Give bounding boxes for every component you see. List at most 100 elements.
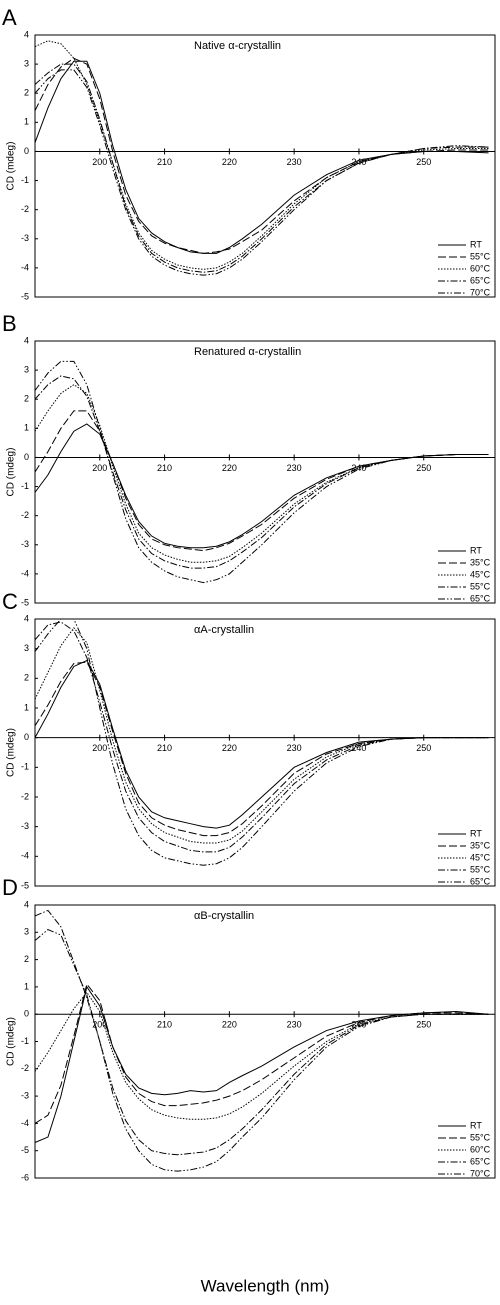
panel-title: αB-crystallin bbox=[194, 910, 254, 922]
panel-label: B bbox=[2, 311, 17, 336]
legend-label: 45°C bbox=[470, 569, 491, 579]
panel-label: C bbox=[2, 589, 18, 614]
legend-label: 70°C bbox=[470, 1168, 491, 1178]
y-tick-label: 0 bbox=[24, 146, 29, 156]
y-tick-label: -1 bbox=[21, 175, 29, 185]
cd-curve bbox=[34, 909, 489, 1156]
y-tick-label: 2 bbox=[24, 394, 29, 404]
x-tick-label: 220 bbox=[222, 157, 237, 167]
x-tick-label: 230 bbox=[287, 157, 302, 167]
panel-label: A bbox=[2, 5, 17, 30]
y-tick-label: 4 bbox=[24, 899, 29, 909]
legend-label: 55°C bbox=[470, 251, 491, 261]
y-tick-label: -3 bbox=[21, 1090, 29, 1100]
y-tick-label: 3 bbox=[24, 927, 29, 937]
y-axis-label: CD (mdeg) bbox=[6, 448, 17, 497]
legend-label: 35°C bbox=[470, 557, 491, 567]
y-tick-label: 3 bbox=[24, 643, 29, 653]
x-tick-label: 230 bbox=[287, 743, 302, 753]
x-tick-label: 220 bbox=[222, 1020, 237, 1030]
y-tick-label: -4 bbox=[21, 568, 29, 578]
legend-label: 55°C bbox=[470, 864, 491, 874]
y-tick-label: 1 bbox=[24, 702, 29, 712]
y-tick-label: -5 bbox=[21, 597, 29, 607]
y-tick-label: -6 bbox=[21, 1172, 29, 1182]
y-tick-label: -2 bbox=[21, 791, 29, 801]
x-tick-label: 240 bbox=[351, 463, 366, 473]
y-tick-label: 3 bbox=[24, 364, 29, 374]
legend-label: 55°C bbox=[470, 581, 491, 591]
cd-curve bbox=[34, 618, 489, 866]
legend-label: 70°C bbox=[470, 287, 491, 297]
y-tick-label: 4 bbox=[24, 29, 29, 39]
panel-label: D bbox=[2, 875, 18, 900]
x-tick-label: 240 bbox=[351, 1020, 366, 1030]
y-tick-label: -5 bbox=[21, 1145, 29, 1155]
cd-curve bbox=[34, 375, 489, 569]
y-tick-label: 0 bbox=[24, 732, 29, 742]
x-tick-label: 210 bbox=[157, 743, 172, 753]
y-tick-label: -2 bbox=[21, 510, 29, 520]
y-tick-label: 1 bbox=[24, 423, 29, 433]
plot-frame bbox=[34, 904, 496, 1179]
x-tick-label: 240 bbox=[351, 743, 366, 753]
y-axis-label: CD (mdeg) bbox=[6, 1017, 17, 1066]
legend-label: RT bbox=[470, 1120, 482, 1130]
plot-frame bbox=[34, 618, 496, 887]
y-tick-label: -4 bbox=[21, 262, 29, 272]
plot-frame bbox=[34, 34, 496, 298]
y-axis-label: CD (mdeg) bbox=[6, 728, 17, 777]
legend-label: 65°C bbox=[470, 275, 491, 285]
panel-title: Native α-crystallin bbox=[194, 40, 281, 52]
legend-label: 60°C bbox=[470, 1144, 491, 1154]
y-tick-label: -1 bbox=[21, 762, 29, 772]
x-tick-label: 200 bbox=[92, 157, 107, 167]
legend-label: 60°C bbox=[470, 263, 491, 273]
y-tick-label: 1 bbox=[24, 981, 29, 991]
cd-curve bbox=[34, 69, 489, 276]
y-tick-label: 0 bbox=[24, 1009, 29, 1019]
y-tick-label: -3 bbox=[21, 539, 29, 549]
x-tick-label: 220 bbox=[222, 463, 237, 473]
cd-curve bbox=[34, 983, 489, 1124]
cd-curve bbox=[34, 985, 489, 1143]
y-tick-label: -2 bbox=[21, 1063, 29, 1073]
y-tick-label: -4 bbox=[21, 851, 29, 861]
legend-label: 65°C bbox=[470, 593, 491, 603]
x-tick-label: 250 bbox=[416, 463, 431, 473]
legend-label: RT bbox=[470, 545, 482, 555]
y-tick-label: 3 bbox=[24, 58, 29, 68]
x-tick-label: 250 bbox=[416, 743, 431, 753]
y-tick-label: 0 bbox=[24, 452, 29, 462]
cd-curve bbox=[34, 410, 489, 552]
x-tick-label: 210 bbox=[157, 1020, 172, 1030]
x-tick-label: 210 bbox=[157, 463, 172, 473]
x-tick-label: 230 bbox=[287, 1020, 302, 1030]
y-axis-label: CD (mdeg) bbox=[6, 142, 17, 191]
cd-curve bbox=[34, 928, 489, 1172]
x-tick-label: 250 bbox=[416, 157, 431, 167]
legend-label: 45°C bbox=[470, 852, 491, 862]
cd-curve bbox=[34, 40, 489, 270]
panel-title: αA-crystallin bbox=[194, 624, 254, 636]
x-tick-label: 200 bbox=[92, 1020, 107, 1030]
cd-curve bbox=[34, 991, 489, 1120]
cd-curve bbox=[34, 384, 489, 563]
legend-label: 65°C bbox=[470, 876, 491, 886]
x-tick-label: 250 bbox=[416, 1020, 431, 1030]
cd-curve bbox=[34, 60, 489, 254]
cd-curve bbox=[34, 360, 489, 584]
y-tick-label: 2 bbox=[24, 88, 29, 98]
legend-label: 35°C bbox=[470, 840, 491, 850]
y-tick-label: 1 bbox=[24, 117, 29, 127]
legend-label: RT bbox=[470, 828, 482, 838]
y-tick-label: -2 bbox=[21, 204, 29, 214]
cd-curve bbox=[34, 57, 489, 254]
y-tick-label: -5 bbox=[21, 880, 29, 890]
legend-label: RT bbox=[470, 239, 482, 249]
x-tick-label: 240 bbox=[351, 157, 366, 167]
cd-curve bbox=[34, 621, 489, 853]
y-tick-label: -1 bbox=[21, 1036, 29, 1046]
cd-curve bbox=[34, 659, 489, 829]
